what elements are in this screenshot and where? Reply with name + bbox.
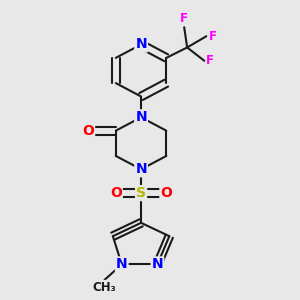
Text: O: O <box>160 186 172 200</box>
Text: N: N <box>135 38 147 52</box>
Text: N: N <box>135 162 147 176</box>
Text: CH₃: CH₃ <box>93 281 116 294</box>
Text: F: F <box>206 54 214 67</box>
Text: F: F <box>180 12 188 25</box>
Text: N: N <box>135 110 147 124</box>
Text: N: N <box>152 257 163 272</box>
Text: S: S <box>136 186 146 200</box>
Text: N: N <box>116 257 128 272</box>
Text: F: F <box>208 30 216 43</box>
Text: O: O <box>110 186 122 200</box>
Text: O: O <box>82 124 94 138</box>
